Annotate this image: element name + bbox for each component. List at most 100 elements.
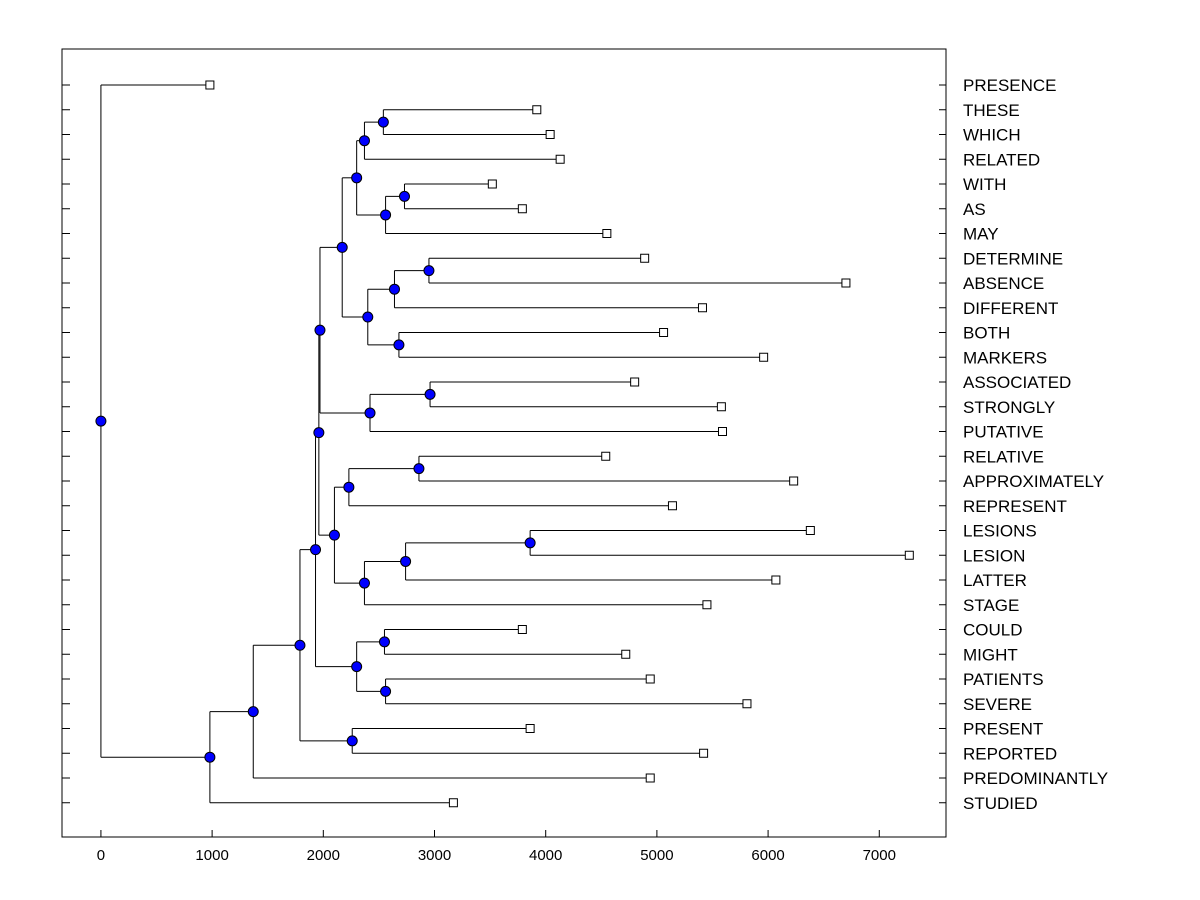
leaf-marker [487,179,497,189]
leaf-marker [545,130,555,139]
x-tick-label: 7000 [863,847,896,864]
leaf-marker [742,699,752,709]
merge-node [310,544,322,556]
x-tick-label: 1000 [195,847,228,864]
merge-node [524,537,536,549]
merge-node [313,427,325,439]
leaf-label: PRESENCE [963,76,1057,95]
leaf-label: RELATED [963,150,1040,169]
x-tick-label: 2000 [307,847,340,864]
leaf-label: PRESENT [963,720,1043,739]
merge-node [377,116,389,128]
merge-node [393,339,405,351]
dendrogram-branches [100,84,910,804]
leaf-label: SEVERE [963,695,1032,714]
merge-node [314,324,326,336]
merge-node [343,481,355,493]
merge-node [358,577,370,589]
leaf-marker [640,253,650,263]
x-tick-label: 3000 [418,847,451,864]
leaf-marker [532,105,542,115]
leaf-label: ASSOCIATED [963,373,1071,392]
leaf-label: MAY [963,225,999,244]
leaf-label: THESE [963,101,1020,120]
merge-node [364,407,376,419]
leaf-marker [659,328,669,337]
leaf-marker [667,501,677,511]
merge-nodes [95,116,536,763]
merge-node [336,241,348,253]
leaf-markers [205,80,914,808]
leaf-marker [904,550,914,560]
leaf-marker [630,377,640,387]
merge-node [423,265,435,277]
x-tick-label: 0 [97,847,105,864]
leaf-marker [645,773,655,783]
leaf-label: STRONGLY [963,398,1055,417]
leaf-label: COULD [963,621,1023,640]
merge-node [351,661,363,673]
leaf-marker [702,600,712,610]
leaf-marker [621,649,631,659]
leaf-label: PREDOMINANTLY [963,769,1108,788]
merge-node [346,735,358,747]
leaf-label: LATTER [963,571,1027,590]
leaf-label: DIFFERENT [963,299,1058,318]
leaf-label: WITH [963,175,1006,194]
merge-node [424,388,436,400]
leaf-marker [759,352,769,362]
merge-node [380,209,392,221]
merge-node [378,636,390,648]
leaf-marker [601,451,611,461]
merge-node [204,751,216,763]
x-tick-label: 4000 [529,847,562,864]
x-tick-label: 6000 [751,847,784,864]
merge-node [413,463,425,475]
leaf-marker [841,278,851,288]
leaf-marker [697,303,707,313]
x-axis: 0 1000 2000 3000 4000 5000 6000 7000 [97,830,896,864]
leaf-label: MARKERS [963,348,1047,367]
merge-node [400,555,412,567]
leaf-label: STAGE [963,596,1019,615]
leaf-marker [517,204,527,214]
x-tick-label: 5000 [640,847,673,864]
merge-node [358,135,370,147]
leaf-marker [517,625,527,634]
leaf-label: RELATIVE [963,447,1044,466]
merge-node [351,172,363,184]
leaf-marker [602,229,612,238]
leaf-label: REPORTED [963,744,1057,763]
plot-frame [61,48,947,838]
leaf-marker [699,748,709,758]
leaf-label: ABSENCE [963,274,1044,293]
leaf-marker [205,80,215,90]
leaf-label: MIGHT [963,645,1018,664]
leaf-marker [645,674,655,684]
leaf-label: PUTATIVE [963,423,1044,442]
leaf-marker [716,402,726,412]
merge-node [247,706,259,718]
leaf-label: AS [963,200,986,219]
merge-node [362,311,374,323]
merge-node [398,190,410,202]
leaf-label: DETERMINE [963,249,1063,268]
leaf-marker [771,575,781,585]
leaf-label: REPRESENT [963,497,1067,516]
leaf-marker [555,154,565,164]
leaf-marker [448,798,458,808]
leaf-label: BOTH [963,324,1010,343]
leaf-marker [789,476,799,486]
leaf-label: WHICH [963,126,1021,145]
merge-node [95,415,107,427]
leaf-label: LESIONS [963,522,1037,541]
merge-node [294,639,306,651]
leaf-label: PATIENTS [963,670,1044,689]
leaf-marker [805,526,815,535]
merge-node [328,529,340,541]
leaf-marker [525,724,535,733]
leaf-label: STUDIED [963,794,1038,813]
merge-node [380,685,392,697]
merge-node [388,283,400,295]
